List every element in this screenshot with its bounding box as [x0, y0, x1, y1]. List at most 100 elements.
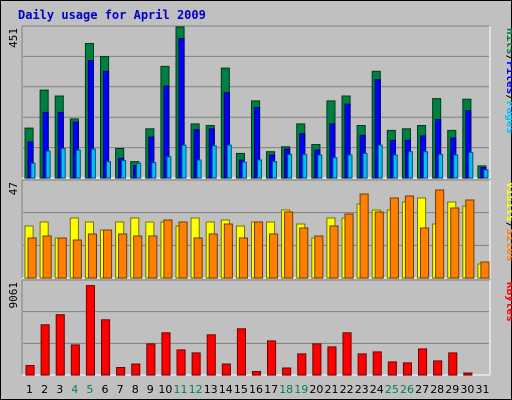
bar-kbytes-day-23: [357, 353, 367, 376]
bar-sites-day-18: [284, 211, 294, 279]
legend: Hits/Files/Pages: [504, 28, 512, 134]
bar-kbytes-day-6: [101, 319, 111, 376]
bar-pages-day-17: [272, 161, 277, 179]
legend-item-files: Files: [504, 61, 512, 94]
bar-pages-day-7: [121, 160, 127, 179]
legend-item-sites: Sites: [504, 228, 512, 261]
bar-sites-day-16: [254, 221, 264, 279]
bar-pages-day-5: [90, 148, 96, 179]
bar-kbytes-day-18: [282, 367, 292, 376]
bar-kbytes-day-30: [463, 372, 473, 376]
bar-pages-day-30: [468, 151, 474, 179]
bar-pages-day-22: [347, 154, 353, 179]
bar-kbytes-day-1: [25, 365, 35, 376]
legend: Visits/Sites: [504, 182, 512, 262]
bar-sites-day-2: [42, 235, 52, 279]
bar-kbytes-day-9: [146, 343, 156, 376]
bar-pages-day-6: [106, 161, 111, 179]
bar-pages-day-28: [438, 153, 444, 179]
bar-sites-day-29: [450, 207, 460, 279]
x-tick-label-28: 28: [430, 383, 444, 396]
bar-kbytes-day-19: [297, 353, 307, 376]
bar-pages-day-26: [407, 151, 413, 179]
bar-sites-day-13: [208, 233, 218, 279]
x-tick-label-27: 27: [415, 383, 429, 396]
legend-item-pages: Pages: [504, 101, 512, 134]
bar-kbytes-day-21: [327, 346, 337, 376]
bar-sites-day-12: [193, 237, 203, 279]
bar-kbytes-day-2: [40, 324, 50, 376]
x-tick-label-20: 20: [309, 383, 323, 396]
x-tick-label-1: 1: [26, 383, 33, 396]
x-tick-label-7: 7: [117, 383, 124, 396]
bar-kbytes-day-29: [448, 352, 458, 376]
legend-item-visits: Visits: [504, 182, 512, 222]
x-tick-label-4: 4: [71, 383, 78, 396]
bar-kbytes-day-7: [116, 367, 126, 376]
x-tick-label-21: 21: [325, 383, 339, 396]
bar-pages-day-10: [166, 156, 172, 179]
x-tick-label-17: 17: [264, 383, 278, 396]
legend-separator: /: [504, 55, 512, 62]
x-tick-label-3: 3: [56, 383, 63, 396]
bar-sites-day-28: [435, 189, 445, 279]
bar-kbytes-day-26: [402, 362, 412, 376]
bar-pages-day-4: [75, 149, 81, 179]
x-tick-label-23: 23: [355, 383, 369, 396]
bar-kbytes-day-15: [236, 328, 246, 376]
bar-sites-day-4: [72, 239, 82, 279]
bar-kbytes-day-17: [267, 340, 277, 376]
bar-pages-day-25: [392, 154, 398, 179]
x-tick-label-16: 16: [249, 383, 263, 396]
bar-pages-day-16: [257, 159, 262, 179]
bar-sites-day-27: [420, 227, 430, 279]
x-tick-label-30: 30: [460, 383, 474, 396]
x-tick-label-24: 24: [370, 383, 384, 396]
y-max-label: 9061: [7, 282, 20, 309]
bar-pages-day-15: [241, 161, 247, 179]
bar-sites-day-8: [133, 235, 143, 279]
bar-pages-day-12: [196, 159, 202, 179]
bar-kbytes-day-25: [387, 361, 397, 376]
bar-sites-day-5: [87, 233, 98, 279]
x-tick-label-26: 26: [400, 383, 414, 396]
bar-pages-day-18: [287, 153, 293, 179]
bar-pages-day-14: [226, 144, 232, 179]
bar-sites-day-10: [163, 219, 173, 279]
bar-sites-day-31: [480, 261, 490, 279]
bar-sites-day-26: [404, 195, 414, 279]
legend-separator: /: [504, 94, 512, 101]
x-tick-label-25: 25: [385, 383, 399, 396]
bar-kbytes-day-22: [342, 332, 352, 376]
bar-sites-day-11: [178, 221, 188, 279]
bar-sites-day-30: [465, 199, 475, 279]
y-max-label: 451: [7, 28, 20, 48]
bar-kbytes-day-24: [372, 351, 382, 376]
bar-pages-day-24: [377, 144, 383, 179]
bar-pages-day-19: [302, 153, 308, 179]
x-tick-label-8: 8: [132, 383, 139, 396]
bar-pages-day-21: [332, 157, 338, 179]
x-tick-label-19: 19: [294, 383, 308, 396]
bar-pages-day-9: [151, 162, 157, 179]
x-tick-label-15: 15: [234, 383, 248, 396]
bar-sites-day-1: [27, 237, 37, 279]
bar-pages-day-20: [317, 154, 323, 179]
bar-sites-day-3: [57, 237, 67, 279]
bar-sites-day-20: [314, 235, 324, 279]
bar-kbytes-day-12: [191, 352, 201, 376]
x-tick-label-9: 9: [147, 383, 154, 396]
bar-kbytes-day-10: [161, 332, 171, 376]
legend-separator: /: [504, 222, 512, 229]
bar-pages-day-11: [181, 144, 187, 179]
x-tick-label-29: 29: [445, 383, 459, 396]
y-max-label: 47: [7, 182, 20, 195]
bar-kbytes-day-11: [176, 349, 186, 376]
x-tick-label-31: 31: [476, 383, 490, 396]
bar-kbytes-day-5: [85, 285, 96, 376]
legend-item-hits: Hits: [504, 28, 512, 55]
bar-sites-day-15: [238, 237, 248, 279]
x-tick-label-11: 11: [174, 383, 188, 396]
x-tick-label-12: 12: [189, 383, 203, 396]
